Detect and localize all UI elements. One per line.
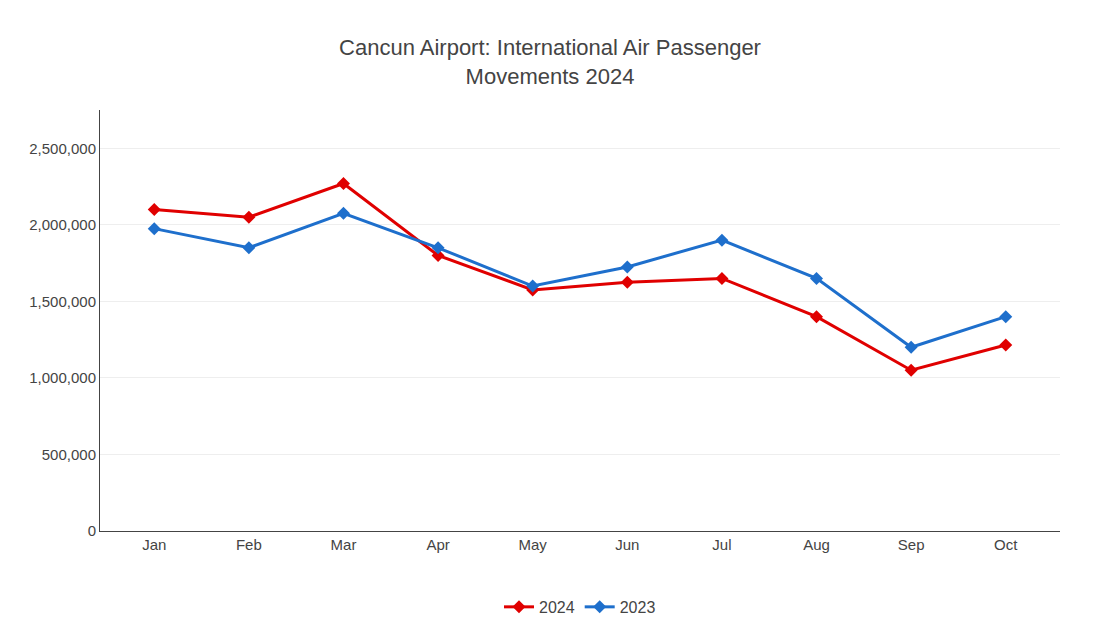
svg-text:Oct: Oct — [994, 536, 1018, 553]
svg-text:2,500,000: 2,500,000 — [29, 140, 96, 157]
svg-text:Sep: Sep — [898, 536, 925, 553]
svg-text:2023: 2023 — [620, 599, 656, 616]
svg-text:500,000: 500,000 — [42, 446, 96, 463]
svg-text:Feb: Feb — [236, 536, 262, 553]
svg-text:Jun: Jun — [615, 536, 639, 553]
svg-text:0: 0 — [88, 522, 96, 539]
svg-text:Aug: Aug — [803, 536, 830, 553]
svg-text:2024: 2024 — [539, 599, 575, 616]
svg-text:Jan: Jan — [142, 536, 166, 553]
svg-text:Jul: Jul — [712, 536, 731, 553]
svg-text:1,500,000: 1,500,000 — [29, 293, 96, 310]
svg-text:1,000,000: 1,000,000 — [29, 369, 96, 386]
svg-text:Mar: Mar — [331, 536, 357, 553]
svg-text:Apr: Apr — [426, 536, 449, 553]
svg-text:May: May — [519, 536, 548, 553]
svg-text:2,000,000: 2,000,000 — [29, 216, 96, 233]
svg-text:Cancun Airport: International: Cancun Airport: International Air Passen… — [339, 35, 761, 89]
